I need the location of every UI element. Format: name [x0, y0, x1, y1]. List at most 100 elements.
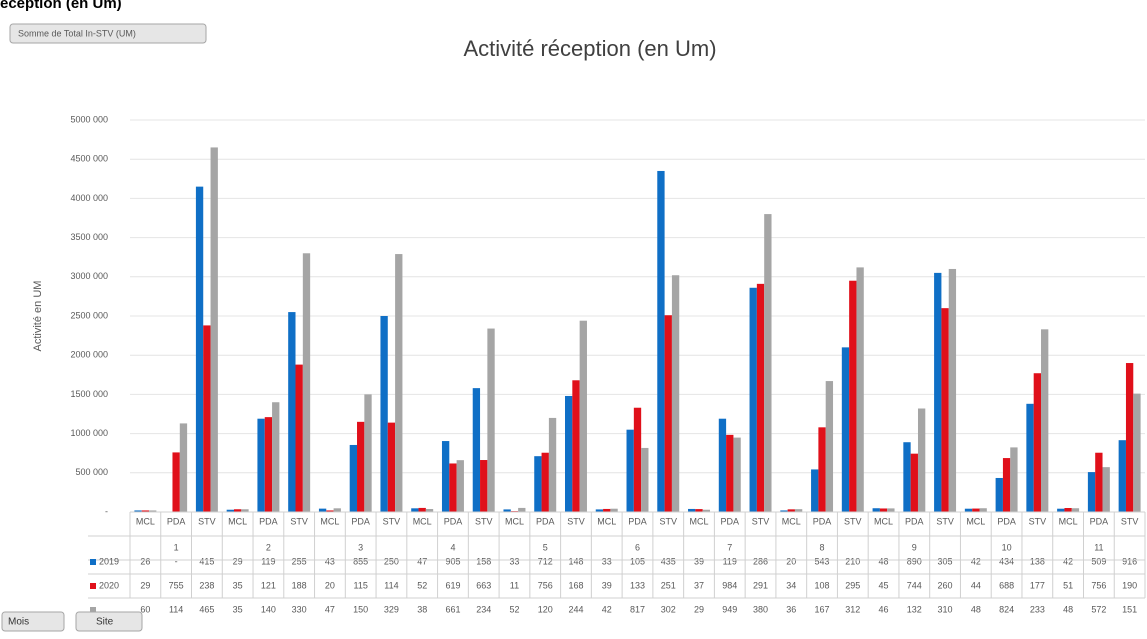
category-label: STV — [198, 516, 216, 526]
table-cell: 756 — [538, 580, 553, 590]
bar — [149, 510, 157, 512]
category-label: MCL — [597, 516, 616, 526]
table-cell: 168 — [568, 580, 583, 590]
group-label: 4 — [450, 542, 455, 552]
row-field-label[interactable]: Mois — [8, 617, 29, 628]
table-cell: 177 — [1030, 580, 1045, 590]
table-cell: 291 — [753, 580, 768, 590]
bar — [241, 509, 249, 512]
table-cell: 890 — [907, 556, 922, 566]
bar — [641, 447, 649, 512]
table-cell: 855 — [353, 556, 368, 566]
table-cell: 572 — [1091, 604, 1106, 614]
bar — [364, 394, 372, 512]
group-label: 1 — [174, 542, 179, 552]
bar — [787, 509, 795, 512]
bar — [595, 509, 604, 512]
bar — [718, 418, 727, 512]
bar — [425, 509, 434, 512]
bar — [1095, 452, 1103, 512]
category-label: STV — [475, 516, 493, 526]
group-label: 2 — [266, 542, 271, 552]
row-field-button[interactable] — [1, 611, 65, 632]
category-label: MCL — [320, 516, 339, 526]
bar — [1071, 508, 1080, 512]
group-label: 5 — [543, 542, 548, 552]
category-label: STV — [1029, 516, 1047, 526]
category-label: PDA — [905, 516, 924, 526]
category-label: STV — [659, 516, 677, 526]
value-field-label[interactable]: Somme de Total In-STV (UM) — [18, 28, 136, 38]
bar — [226, 509, 234, 512]
category-label: MCL — [505, 516, 524, 526]
bar — [1102, 467, 1110, 512]
table-cell: 949 — [722, 604, 737, 614]
bar — [579, 320, 587, 512]
bar — [688, 508, 696, 512]
bar — [1002, 458, 1011, 512]
bar — [733, 437, 741, 512]
bar — [948, 268, 957, 512]
table-cell: 210 — [845, 556, 860, 566]
bar — [934, 272, 942, 512]
y-tick-label: 4000 000 — [70, 193, 108, 203]
chart-title: Activité réception (en Um) — [463, 36, 716, 61]
category-label: STV — [383, 516, 401, 526]
table-cell: 312 — [845, 604, 860, 614]
bar — [288, 312, 296, 512]
bar — [1041, 329, 1049, 512]
bar — [818, 427, 826, 512]
bar — [941, 308, 949, 512]
table-cell: 415 — [199, 556, 214, 566]
table-cell: 233 — [1030, 604, 1045, 614]
bar — [1133, 393, 1141, 512]
group-label: 11 — [1094, 542, 1103, 552]
table-cell: 42 — [971, 556, 981, 566]
table-cell: 167 — [815, 604, 830, 614]
table-cell: 44 — [971, 580, 981, 590]
bar — [357, 421, 365, 512]
bar — [794, 509, 803, 512]
group-label: 6 — [635, 542, 640, 552]
column-field-label[interactable]: Site — [96, 617, 114, 628]
group-label: 7 — [727, 542, 732, 552]
table-cell: 121 — [261, 580, 276, 590]
table-cell: 52 — [509, 604, 519, 614]
bar — [449, 463, 457, 512]
bar — [203, 325, 211, 512]
bar — [764, 214, 772, 512]
y-tick-label: 1000 000 — [70, 428, 108, 438]
table-cell: 133 — [630, 580, 645, 590]
category-label: PDA — [1090, 516, 1109, 526]
category-label: PDA — [536, 516, 555, 526]
table-cell: 250 — [384, 556, 399, 566]
y-tick-label: 3000 000 — [70, 271, 108, 281]
table-cell: 119 — [723, 556, 737, 566]
column-field-button[interactable] — [75, 611, 143, 632]
table-cell: 48 — [879, 556, 889, 566]
table-cell: 688 — [999, 580, 1014, 590]
value-field-button[interactable] — [9, 23, 207, 44]
table-cell: 42 — [602, 604, 612, 614]
table-cell: 302 — [661, 604, 676, 614]
legend-label: 2020 — [99, 580, 119, 590]
bar — [849, 280, 857, 512]
bar — [295, 364, 303, 512]
bar — [695, 509, 703, 512]
bar — [972, 508, 980, 512]
table-cell: 29 — [140, 580, 150, 590]
bar — [1057, 508, 1065, 512]
table-cell: 755 — [169, 580, 184, 590]
bar — [572, 380, 580, 512]
y-tick-label: 1500 000 — [70, 389, 108, 399]
bar — [441, 441, 450, 512]
table-cell: - — [175, 556, 178, 566]
table-cell: 46 — [879, 604, 889, 614]
bar — [264, 417, 273, 512]
table-cell: 108 — [815, 580, 830, 590]
table-cell: 119 — [261, 556, 275, 566]
table-cell: 48 — [1063, 604, 1073, 614]
table-cell: 151 — [1122, 604, 1137, 614]
table-cell: 105 — [630, 556, 645, 566]
